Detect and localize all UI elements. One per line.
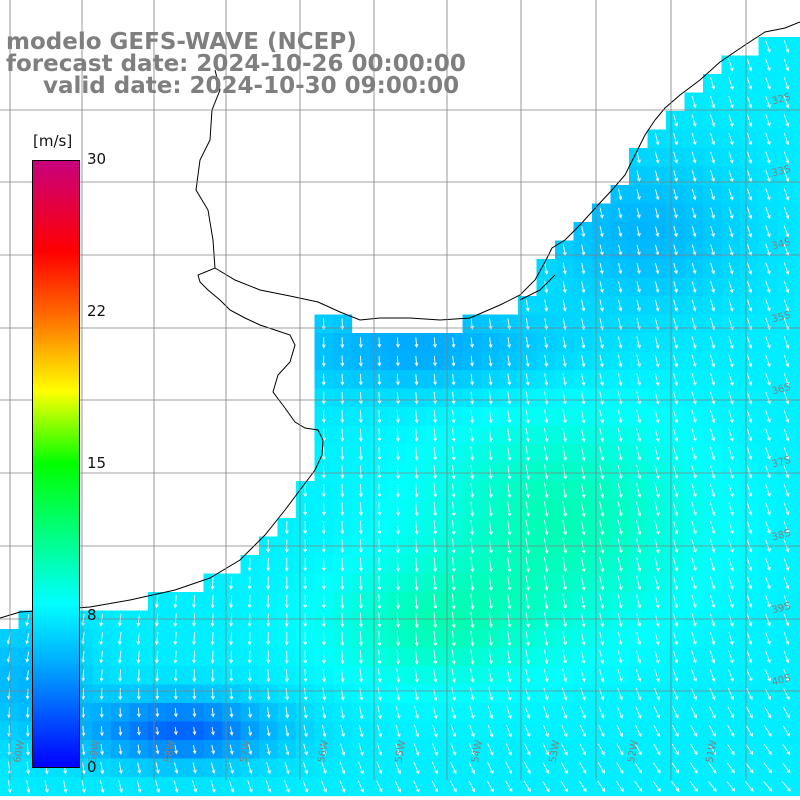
lat-label: 37S bbox=[771, 455, 792, 471]
colorbar-tick-22: 22 bbox=[87, 302, 107, 320]
colorbar-tick-0: 0 bbox=[87, 758, 97, 776]
title-model: modelo GEFS-WAVE (NCEP) bbox=[6, 29, 357, 55]
colorbar-unit: [m/s] bbox=[33, 132, 73, 150]
lon-label: 54W bbox=[470, 739, 485, 763]
lat-label: 39S bbox=[771, 601, 792, 617]
colorbar-tick-15: 15 bbox=[87, 454, 107, 472]
lat-label: 35S bbox=[771, 310, 792, 326]
latitude-labels: 32S 33S 34S 35S 36S 37S 38S 39S 40S bbox=[771, 92, 792, 689]
colorbar-tick-30: 30 bbox=[87, 150, 107, 168]
lon-label: 59W bbox=[88, 739, 103, 763]
lat-label: 33S bbox=[771, 164, 792, 180]
lat-label: 38S bbox=[771, 528, 792, 544]
lat-lon-grid bbox=[0, 0, 800, 780]
lon-label: 56W bbox=[316, 739, 331, 763]
lon-label: 55W bbox=[394, 739, 409, 763]
lat-label: 34S bbox=[771, 237, 792, 253]
lon-label: 51W bbox=[705, 739, 720, 763]
lon-label: 57W bbox=[239, 739, 254, 763]
lat-label: 40S bbox=[771, 673, 792, 689]
lat-label: 36S bbox=[771, 382, 792, 398]
wind-speed-field bbox=[0, 37, 800, 797]
wind-direction-arrows bbox=[6, 40, 791, 794]
longitude-labels: 60W 59W 58W 57W 56W 55W 54W 53W 52W 51W bbox=[12, 739, 719, 763]
lon-label: 60W bbox=[12, 739, 27, 763]
colorbar-tick-8: 8 bbox=[87, 606, 97, 624]
lat-label: 32S bbox=[771, 92, 792, 108]
lon-label: 58W bbox=[163, 739, 178, 763]
lon-label: 52W bbox=[626, 739, 641, 763]
title-forecast-date: forecast date: 2024-10-26 00:00:00 bbox=[6, 51, 466, 77]
colorbar bbox=[32, 160, 80, 768]
coastline bbox=[0, 21, 800, 619]
title-valid-date: valid date: 2024-10-30 09:00:00 bbox=[43, 73, 460, 99]
lon-label: 53W bbox=[548, 739, 563, 763]
